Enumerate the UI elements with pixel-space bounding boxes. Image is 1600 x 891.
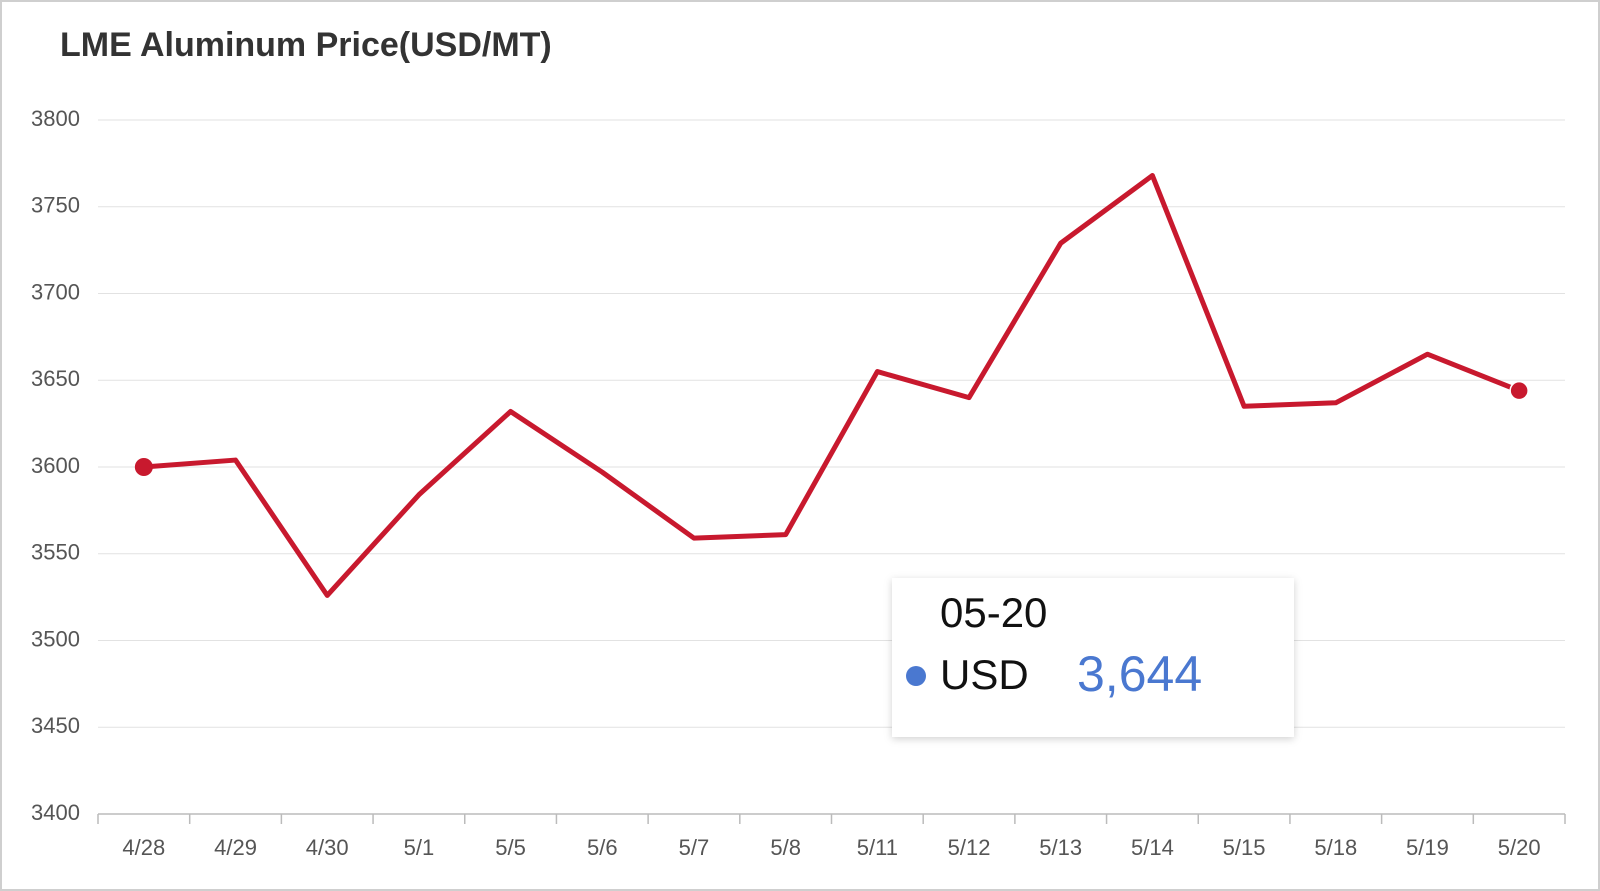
y-tick-label: 3400 bbox=[31, 800, 80, 825]
x-tick-label: 5/20 bbox=[1498, 835, 1541, 860]
tooltip-box bbox=[892, 578, 1294, 737]
x-tick-label: 5/13 bbox=[1039, 835, 1082, 860]
y-tick-label: 3550 bbox=[31, 540, 80, 565]
x-tick-label: 5/6 bbox=[587, 835, 618, 860]
x-tick-label: 5/1 bbox=[404, 835, 435, 860]
x-tick-label: 5/8 bbox=[770, 835, 801, 860]
y-tick-label: 3450 bbox=[31, 713, 80, 738]
y-tick-label: 3650 bbox=[31, 366, 80, 391]
y-tick-label: 3750 bbox=[31, 193, 80, 218]
x-tick-label: 5/14 bbox=[1131, 835, 1174, 860]
x-tick-label: 5/7 bbox=[679, 835, 710, 860]
x-tick-label: 5/18 bbox=[1314, 835, 1357, 860]
x-tick-label: 4/30 bbox=[306, 835, 349, 860]
highlight-point bbox=[1509, 380, 1529, 401]
y-tick-label: 3800 bbox=[31, 106, 80, 131]
x-tick-label: 5/15 bbox=[1223, 835, 1266, 860]
tooltip-marker bbox=[906, 666, 926, 686]
x-tick-label: 5/19 bbox=[1406, 835, 1449, 860]
x-tick-label: 5/12 bbox=[948, 835, 991, 860]
y-tick-label: 3500 bbox=[31, 626, 80, 651]
line bbox=[143, 173, 1521, 598]
y-tick-label: 3600 bbox=[31, 453, 80, 478]
chart-title: LME Aluminum Price(USD/MT) bbox=[60, 26, 552, 64]
tooltip-value: 3,644 bbox=[1077, 646, 1202, 702]
x-tick-label: 5/11 bbox=[857, 835, 898, 860]
y-tick-label: 3700 bbox=[31, 279, 80, 304]
x-tick-label: 4/29 bbox=[214, 835, 257, 860]
point bbox=[134, 458, 153, 476]
tooltip-series: USD bbox=[940, 651, 1029, 698]
tooltip: 05-20 USD 3,644 bbox=[892, 578, 1294, 737]
x-tick-label: 4/28 bbox=[122, 835, 165, 860]
x-tick-label: 5/5 bbox=[495, 835, 526, 860]
tooltip-date: 05-20 bbox=[940, 589, 1047, 636]
